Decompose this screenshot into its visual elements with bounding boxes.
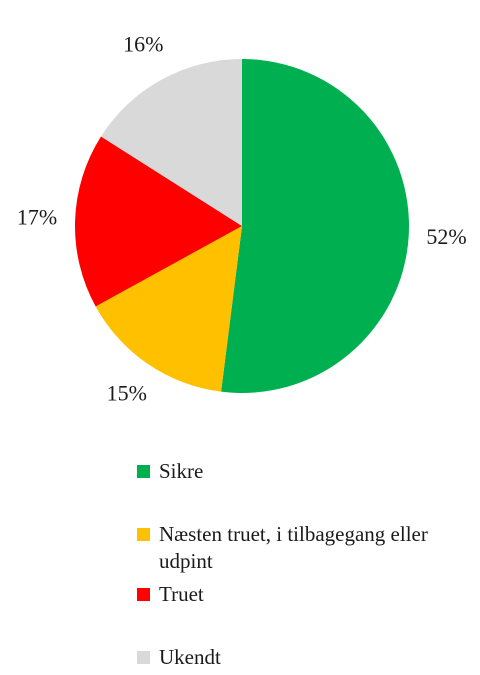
legend-swatch-ukendt	[137, 651, 150, 664]
legend-label-truet: Truet	[159, 582, 204, 606]
legend-swatch-truet	[137, 588, 150, 601]
pie-slice-truet	[74, 136, 242, 307]
pie-slices	[74, 59, 409, 393]
pie-data-labels: 52% 15% 17% 16%	[17, 31, 467, 405]
data-label-sikre: 52%	[426, 224, 466, 249]
pie-slice-nsten-truet	[95, 226, 242, 392]
legend-item-truet: Truet	[137, 581, 467, 608]
pie-chart: 52% 15% 17% 16%	[17, 31, 467, 405]
data-label-ukendt: 16%	[123, 31, 163, 56]
legend-item-ukendt: Ukendt	[137, 644, 467, 671]
legend-swatch-naesten-truet	[137, 528, 150, 541]
pie-slice-ukendt	[100, 59, 242, 226]
legend-label-naesten-truet: Næsten truet, i tilbagegang eller udpint	[159, 522, 428, 573]
legend-item-naesten-truet: Næsten truet, i tilbagegang eller udpint	[137, 521, 467, 575]
legend-label-ukendt: Ukendt	[159, 645, 221, 669]
legend: Sikre Næsten truet, i tilbagegang eller …	[137, 458, 467, 671]
legend-swatch-sikre	[137, 465, 150, 478]
pie-slice-sikre	[221, 59, 409, 393]
legend-label-sikre: Sikre	[159, 459, 204, 483]
data-label-truet: 17%	[17, 205, 57, 230]
legend-item-sikre: Sikre	[137, 458, 467, 485]
data-label-nsten-truet: 15%	[107, 381, 147, 406]
